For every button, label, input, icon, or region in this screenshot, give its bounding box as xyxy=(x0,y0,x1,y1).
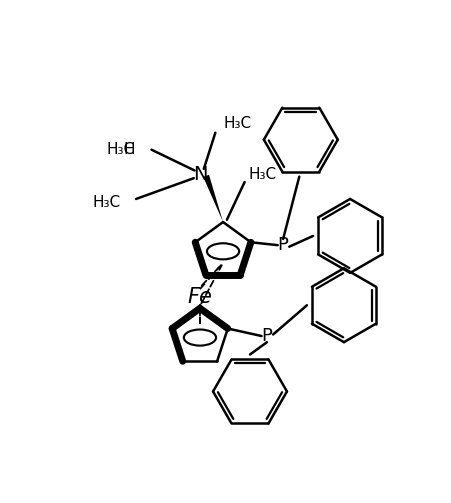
Text: H₃C: H₃C xyxy=(223,116,251,131)
Text: H₃C: H₃C xyxy=(92,195,120,210)
Text: H: H xyxy=(123,142,134,157)
Text: Fe: Fe xyxy=(188,287,212,307)
Text: H₃C: H₃C xyxy=(106,142,134,157)
Text: P: P xyxy=(278,236,289,254)
Text: H₃C: H₃C xyxy=(249,167,276,182)
Polygon shape xyxy=(203,175,223,222)
Text: N: N xyxy=(193,165,207,184)
Text: P: P xyxy=(262,327,272,345)
